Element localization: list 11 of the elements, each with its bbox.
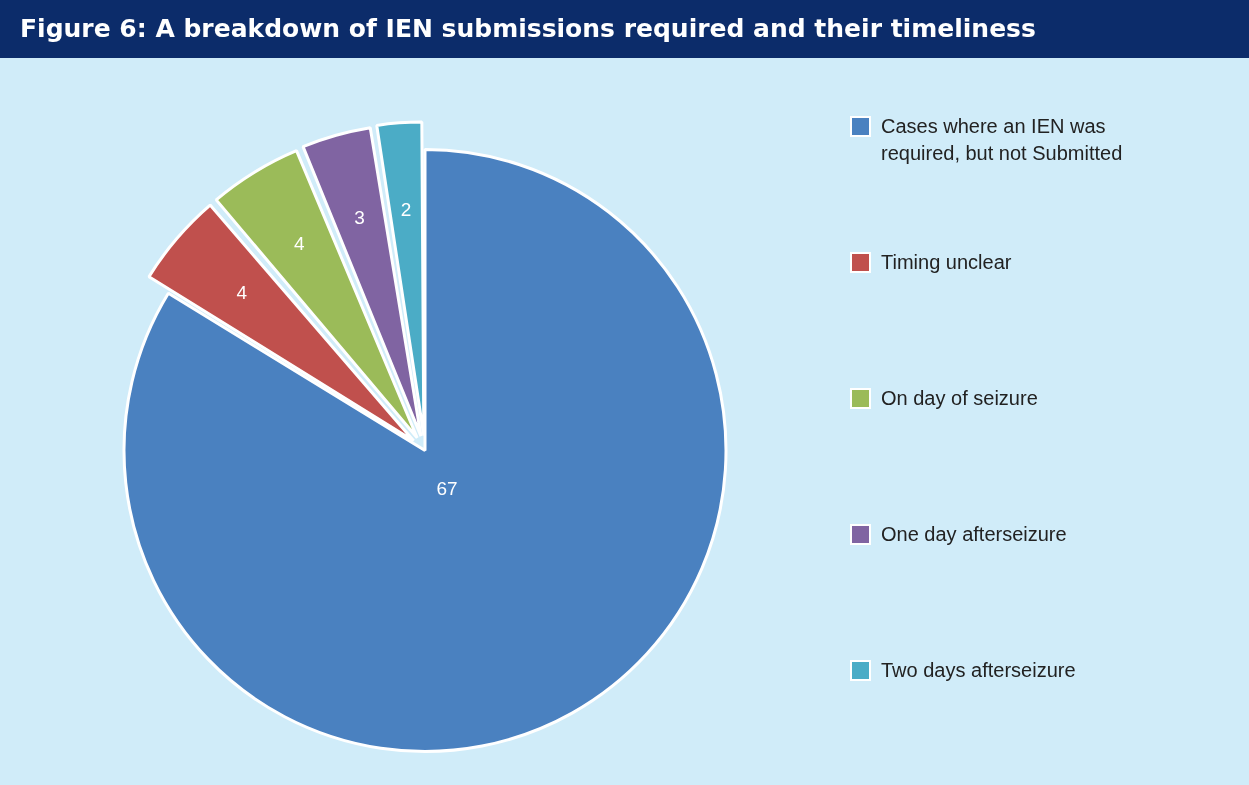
chart-title: Figure 6: A breakdown of IEN submissions required and their timeliness (0, 0, 1249, 58)
data-label: 4 (236, 282, 248, 304)
data-label: 4 (293, 233, 305, 255)
legend-label: Two days afterseizure (881, 658, 1077, 683)
data-label: 3 (354, 206, 365, 228)
data-label: 67 (436, 478, 458, 500)
legend-label: Cases where an IEN was required, but not Submitted (881, 114, 1124, 166)
legend-label: One day afterseizure (881, 522, 1068, 547)
data-label: 2 (400, 198, 412, 220)
legend-label: Timing unclear (881, 250, 1013, 275)
legend-label: On day of seizure (881, 386, 1039, 411)
